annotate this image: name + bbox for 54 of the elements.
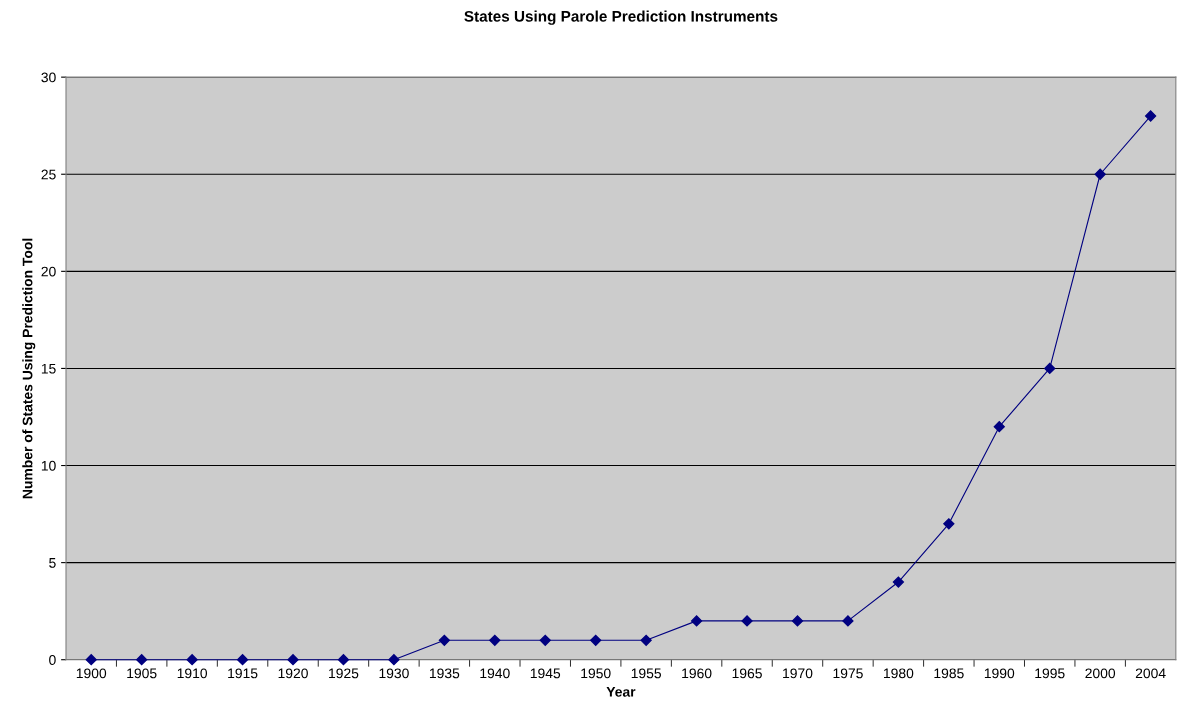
- x-tick-label: 1925: [329, 668, 359, 679]
- x-tick-label: 1905: [127, 668, 157, 679]
- point: [640, 634, 652, 646]
- point: [791, 615, 804, 627]
- y-tick-label: 10: [41, 460, 56, 471]
- x-tick-label: 1910: [177, 668, 208, 679]
- point: [438, 634, 450, 646]
- point: [85, 654, 97, 666]
- x-tick-label: 1995: [1035, 668, 1065, 679]
- x-tick-label: 1965: [732, 668, 762, 679]
- point: [842, 615, 854, 627]
- point: [136, 654, 148, 666]
- point: [993, 421, 1005, 433]
- x-tick-label: 1945: [530, 668, 561, 679]
- point: [1145, 110, 1157, 122]
- x-tick-label: 1950: [581, 668, 611, 679]
- x-axis-title: Year: [606, 687, 636, 697]
- x-tick-label: 1955: [631, 668, 662, 679]
- x-tick-label: 1935: [429, 668, 460, 679]
- x-tick-label: 1985: [934, 668, 964, 679]
- y-tick-label: 25: [41, 169, 56, 180]
- x-tick-label: 1975: [833, 668, 863, 679]
- y-tick-label: 30: [41, 72, 56, 83]
- x-tick-label: 1990: [984, 668, 1015, 679]
- point: [236, 654, 249, 666]
- point: [186, 654, 198, 666]
- point: [1044, 362, 1056, 375]
- point: [1094, 168, 1106, 180]
- y-axis-title: Number of States Using Prediction Tool: [22, 238, 36, 499]
- point: [943, 518, 955, 530]
- point: [539, 634, 551, 646]
- y-tick-label: 20: [41, 266, 56, 277]
- point: [287, 654, 299, 666]
- x-tick-label: 2004: [1135, 668, 1166, 679]
- chart-title: States Using Parole Prediction Instruments: [464, 10, 778, 25]
- point: [388, 654, 400, 666]
- x-tick-label: 1970: [783, 668, 813, 679]
- point: [741, 615, 753, 627]
- x-tick-label: 1900: [76, 668, 107, 679]
- y-tick-label: 0: [49, 655, 56, 665]
- x-tick-label: 2000: [1085, 668, 1116, 679]
- x-tick-label: 1960: [682, 668, 712, 679]
- x-tick-label: 1920: [278, 668, 308, 679]
- point: [337, 654, 350, 666]
- point: [892, 576, 904, 588]
- y-tick-label: 5: [49, 558, 56, 568]
- y-tick-label: 15: [41, 363, 56, 374]
- x-tick-label: 1940: [480, 668, 510, 679]
- point: [489, 634, 501, 646]
- x-tick-label: 1915: [228, 668, 258, 679]
- point: [590, 634, 602, 646]
- x-tick-label: 1980: [883, 668, 914, 679]
- point: [690, 615, 703, 627]
- x-tick-label: 1930: [379, 668, 409, 679]
